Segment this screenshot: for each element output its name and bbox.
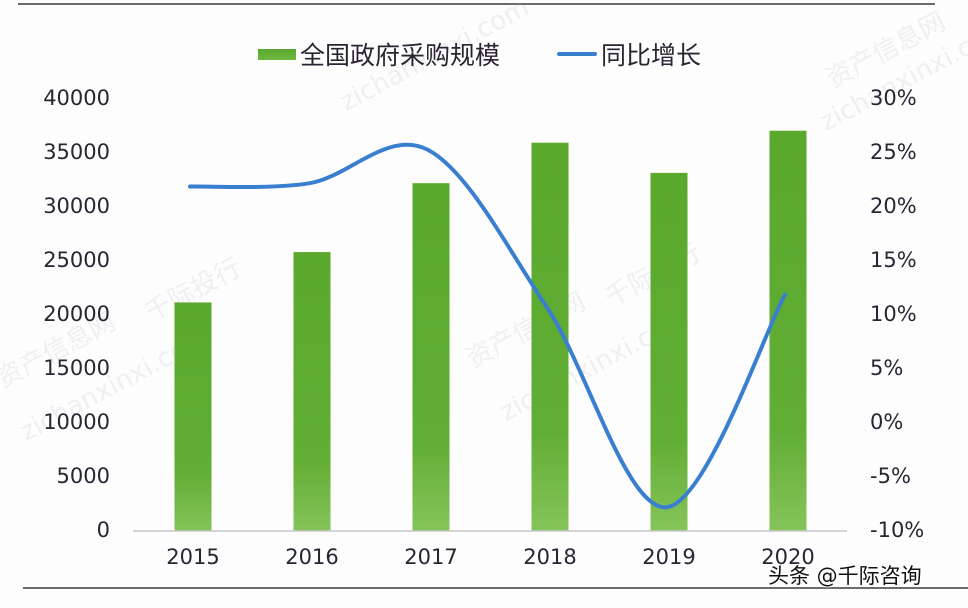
- legend-item-line: 同比增长: [557, 36, 701, 72]
- right-axis-tick: 20%: [870, 194, 917, 218]
- bar-series: [174, 130, 807, 531]
- green-bar-swatch-icon: [258, 48, 296, 60]
- legend-line-label: 同比增长: [601, 41, 702, 70]
- bar-2017: [412, 183, 450, 531]
- blue-line-swatch-icon: [557, 52, 597, 56]
- x-axis-tick: 2017: [404, 545, 458, 569]
- left-axis-tick: 15000: [43, 356, 110, 380]
- top-border-line: [18, 3, 935, 5]
- right-axis-tick: 30%: [870, 86, 917, 110]
- right-axis-tick: 10%: [870, 302, 917, 326]
- x-axis-tick: 2015: [166, 545, 220, 569]
- bar-2015: [174, 302, 212, 531]
- chart-legend: 全国政府采购规模 同比增长: [0, 36, 968, 70]
- x-axis-tick: 2019: [642, 545, 696, 569]
- bottom-border-line: [23, 587, 968, 589]
- left-axis-tick: 40000: [43, 86, 110, 110]
- right-axis-tick: 15%: [870, 248, 917, 272]
- bar-2019: [650, 172, 688, 531]
- legend-bar-label: 全国政府采购规模: [300, 41, 501, 70]
- right-axis-tick: 0%: [870, 410, 904, 434]
- left-y-axis: 40000 35000 30000 25000 20000 15000 1000…: [0, 0, 110, 608]
- source-credit: 头条 @千际咨询: [768, 564, 922, 588]
- left-axis-tick: 5000: [56, 464, 110, 488]
- x-axis-tick: 2020: [761, 545, 815, 569]
- left-axis-tick: 35000: [43, 140, 110, 164]
- right-axis-tick: 25%: [870, 140, 917, 164]
- left-axis-tick: 30000: [43, 194, 110, 218]
- bar-2016: [293, 252, 331, 531]
- x-axis: 2015 2016 2017 2018 2019 2020: [0, 545, 968, 575]
- left-axis-tick: 25000: [43, 248, 110, 272]
- legend-item-bar: 全国政府采购规模: [258, 36, 500, 72]
- right-axis-tick: 5%: [870, 356, 904, 380]
- growth-line-series: [188, 142, 787, 510]
- left-axis-tick: 20000: [43, 302, 110, 326]
- right-axis-tick: -10%: [870, 518, 925, 542]
- x-axis-tick: 2016: [285, 545, 339, 569]
- left-axis-tick: 10000: [43, 410, 110, 434]
- right-axis-tick: -5%: [870, 464, 911, 488]
- x-axis-tick: 2018: [523, 545, 577, 569]
- bar-2020: [769, 130, 807, 531]
- right-y-axis: 30% 25% 20% 15% 10% 5% 0% -5% -10%: [870, 0, 968, 608]
- left-axis-tick: 0: [96, 518, 110, 542]
